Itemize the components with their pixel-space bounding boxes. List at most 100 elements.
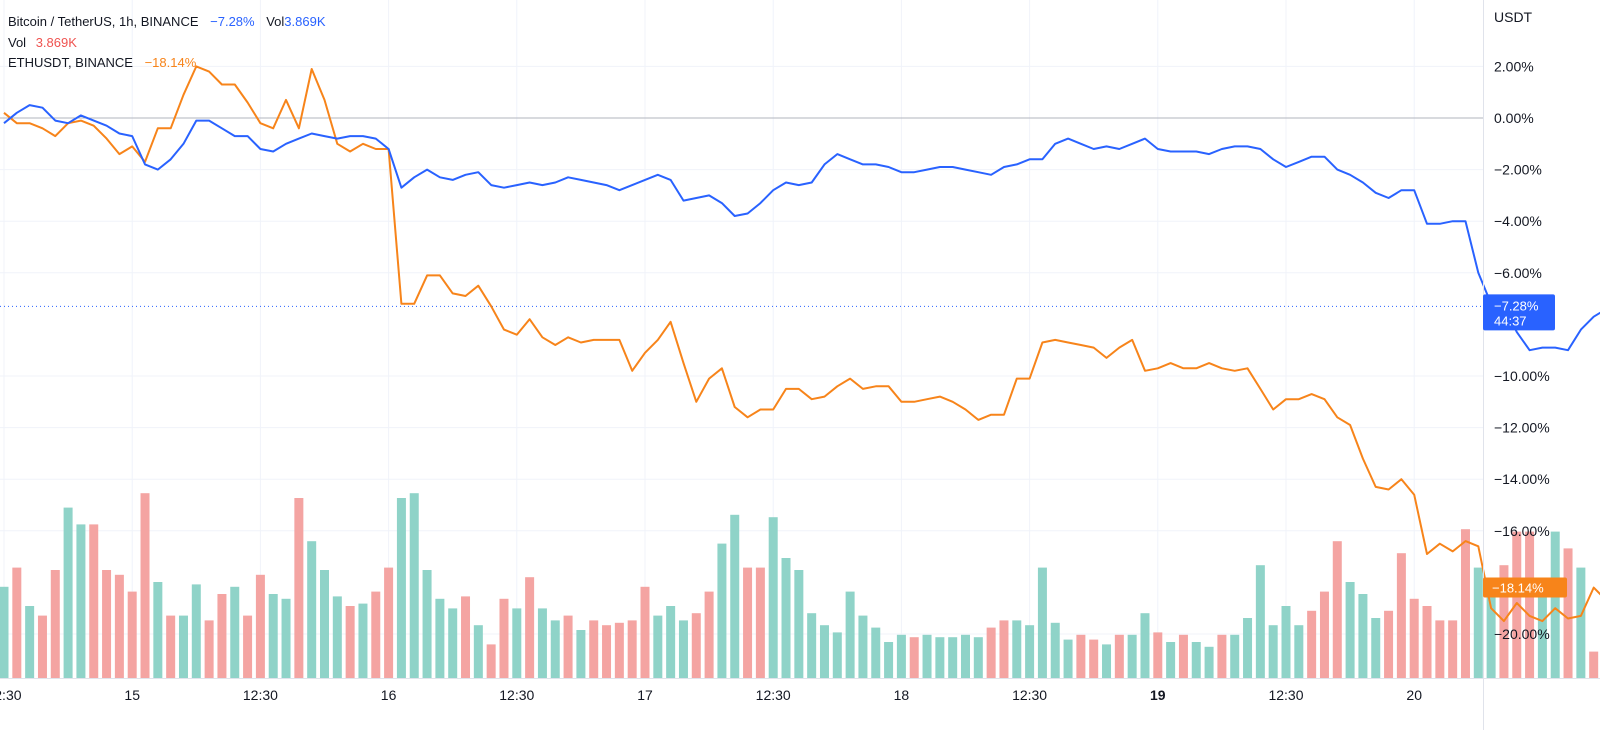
volume-bar bbox=[666, 606, 676, 678]
volume-bar bbox=[243, 615, 253, 678]
volume-bar bbox=[948, 637, 958, 678]
volume-bar bbox=[230, 586, 240, 678]
volume-bar bbox=[1217, 634, 1227, 678]
volume-bar bbox=[1243, 618, 1253, 678]
volume-bar bbox=[614, 622, 624, 678]
volume-bar bbox=[961, 634, 970, 678]
volume-bar bbox=[909, 637, 919, 678]
volume-bar bbox=[678, 620, 688, 678]
volume-bar bbox=[1486, 591, 1496, 678]
x-tick-label: 12:30 bbox=[1268, 687, 1303, 703]
volume-bar bbox=[1191, 642, 1201, 678]
volume-bar bbox=[255, 574, 265, 678]
volume-bar bbox=[1396, 553, 1406, 678]
volume-bar bbox=[396, 498, 406, 678]
volume-bar bbox=[191, 584, 201, 678]
x-tick-label: 12:30 bbox=[0, 687, 22, 703]
volume-bar bbox=[0, 586, 9, 678]
volume-bar bbox=[781, 558, 791, 678]
volume-bar bbox=[563, 615, 573, 678]
eth-price-badge-change: −18.14% bbox=[1492, 581, 1544, 596]
volume-bar bbox=[473, 625, 483, 678]
volume-bar bbox=[653, 615, 663, 678]
volume-bar bbox=[730, 514, 740, 678]
volume-bar bbox=[448, 608, 458, 678]
volume-bar bbox=[1358, 594, 1368, 678]
x-tick-label: 12:30 bbox=[1012, 687, 1047, 703]
x-tick-label: 12:30 bbox=[756, 687, 791, 703]
volume-bar bbox=[1102, 644, 1112, 678]
y-tick-label: −20.00% bbox=[1494, 626, 1550, 642]
volume-bar bbox=[1448, 620, 1458, 678]
y-tick-label: −2.00% bbox=[1494, 162, 1542, 178]
volume-bar bbox=[1525, 531, 1535, 678]
volume-bar bbox=[819, 625, 829, 678]
x-tick-label: 20 bbox=[1406, 687, 1422, 703]
volume-bar bbox=[1127, 634, 1137, 678]
volume-bar bbox=[1294, 625, 1304, 678]
volume-bar bbox=[1204, 646, 1214, 678]
volume-bar bbox=[1140, 613, 1150, 678]
volume-bar bbox=[1589, 651, 1599, 678]
y-tick-label: −6.00% bbox=[1494, 265, 1542, 281]
volume-bar bbox=[281, 598, 291, 678]
volume-bar bbox=[1319, 591, 1329, 678]
volume-bar bbox=[63, 507, 73, 678]
y-tick-label: 0.00% bbox=[1494, 110, 1534, 126]
volume-bar bbox=[1012, 620, 1022, 678]
volume-bar bbox=[1422, 606, 1432, 678]
legend-volume[interactable]: Vol 3.869K bbox=[8, 35, 77, 50]
volume-bar bbox=[178, 615, 188, 678]
volume-bar bbox=[486, 644, 496, 678]
volume-bar bbox=[1473, 567, 1483, 678]
btc-price-badge[interactable] bbox=[1483, 294, 1555, 331]
legend-main[interactable]: Bitcoin / TetherUS, 1h, BINANCE −7.28% V… bbox=[8, 14, 326, 29]
volume-bar bbox=[935, 637, 945, 678]
volume-bar bbox=[1166, 642, 1176, 678]
volume-bar bbox=[1512, 531, 1522, 678]
volume-bar bbox=[1307, 610, 1317, 678]
volume-bar bbox=[1384, 610, 1394, 678]
volume-bar bbox=[512, 608, 522, 678]
volume-bar bbox=[320, 570, 329, 678]
x-tick-label: 17 bbox=[637, 687, 653, 703]
volume-bar bbox=[576, 630, 586, 678]
legend-main-symbol[interactable]: Bitcoin / TetherUS, 1h, BINANCE bbox=[8, 14, 199, 29]
volume-bar bbox=[76, 524, 86, 678]
legend-compare[interactable]: ETHUSDT, BINANCE −18.14% bbox=[8, 55, 196, 70]
volume-bar bbox=[1268, 625, 1278, 678]
volume-bar bbox=[422, 570, 432, 678]
volume-bar bbox=[525, 577, 535, 678]
y-axis-unit: USDT bbox=[1494, 9, 1533, 25]
volume-bar bbox=[268, 594, 278, 678]
x-tick-label: 15 bbox=[124, 687, 140, 703]
legend-main-vol-label: Vol bbox=[266, 14, 285, 29]
volume-bar bbox=[332, 596, 342, 678]
eth-price-badge[interactable] bbox=[1483, 577, 1567, 598]
volume-bar bbox=[704, 591, 714, 678]
volume-bar bbox=[871, 627, 881, 678]
x-tick-label: 16 bbox=[381, 687, 397, 703]
legend-compare-symbol[interactable]: ETHUSDT, BINANCE bbox=[8, 55, 133, 70]
volume-bar bbox=[717, 543, 727, 678]
volume-bar bbox=[50, 570, 60, 678]
volume-bar bbox=[896, 634, 906, 678]
volume-bar bbox=[640, 586, 650, 678]
y-tick-label: −12.00% bbox=[1494, 420, 1550, 436]
volume-bar bbox=[461, 596, 471, 678]
volume-bar bbox=[1435, 620, 1445, 678]
volume-bar bbox=[140, 493, 150, 678]
volume-bar bbox=[1576, 567, 1586, 678]
volume-bar bbox=[89, 524, 99, 678]
y-tick-label: −14.00% bbox=[1494, 471, 1550, 487]
volume-bar bbox=[1050, 622, 1060, 678]
x-tick-label: 12:30 bbox=[499, 687, 534, 703]
volume-bar bbox=[166, 615, 176, 678]
y-tick-label: −16.00% bbox=[1494, 523, 1550, 539]
volume-bar bbox=[1537, 596, 1547, 678]
volume-bar bbox=[307, 541, 317, 678]
volume-bar bbox=[1345, 582, 1355, 678]
volume-bar bbox=[858, 615, 868, 678]
